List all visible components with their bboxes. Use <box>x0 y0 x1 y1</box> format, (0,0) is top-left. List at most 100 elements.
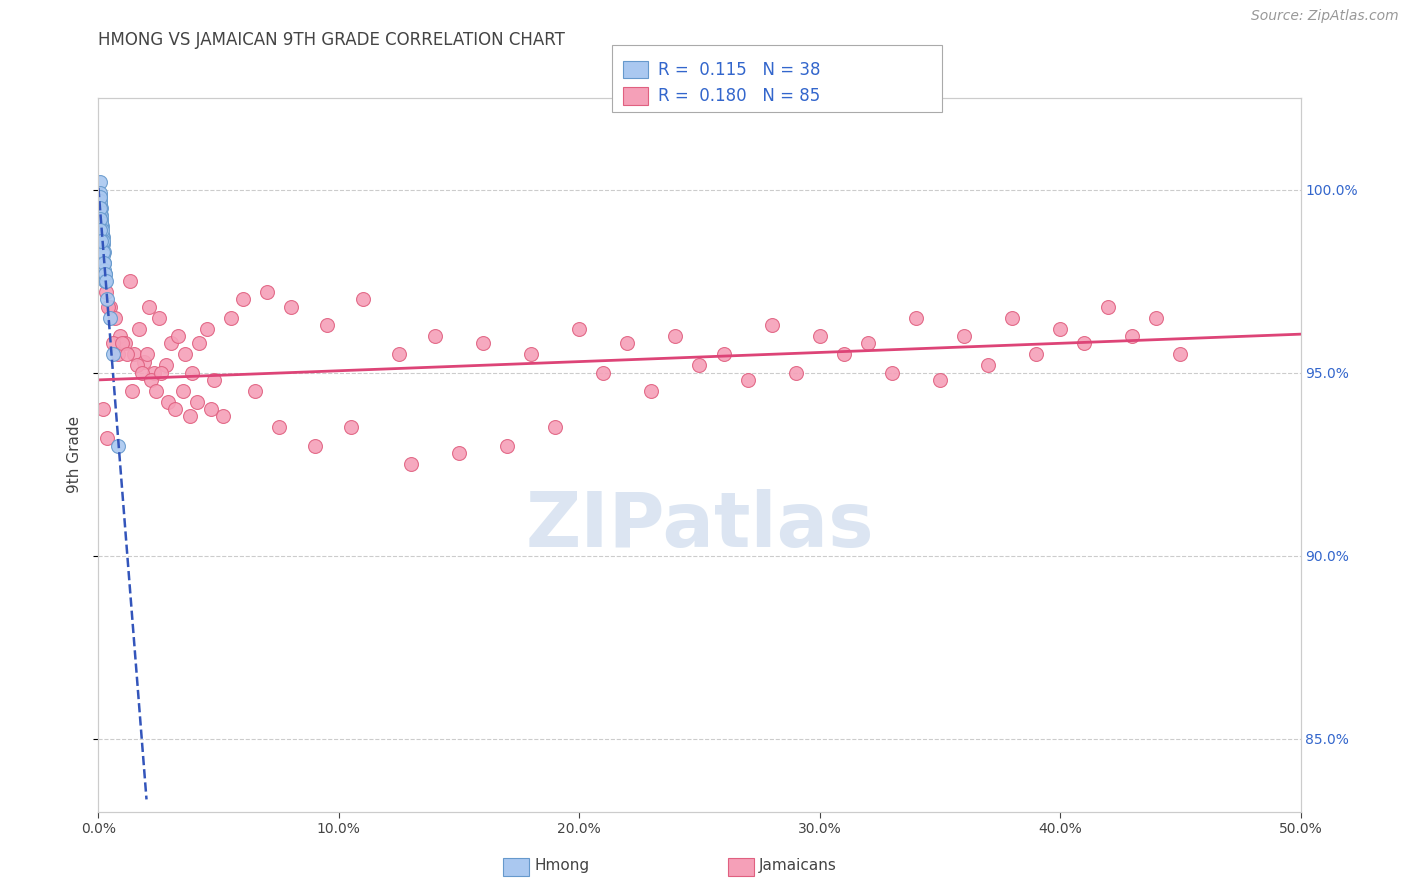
Point <box>1025 347 1047 361</box>
Point <box>977 358 1000 372</box>
Point <box>1073 336 1095 351</box>
Point <box>340 420 363 434</box>
Point <box>267 420 290 434</box>
Point <box>91 234 114 248</box>
Point <box>91 237 114 252</box>
Point <box>149 366 172 380</box>
Point <box>90 227 112 241</box>
Point <box>148 310 170 325</box>
Point <box>202 373 225 387</box>
Text: ZIPatlas: ZIPatlas <box>526 490 873 563</box>
Point <box>155 358 177 372</box>
Point <box>89 175 111 189</box>
Point <box>121 384 143 398</box>
Point <box>91 244 114 259</box>
Point <box>94 274 117 288</box>
Text: HMONG VS JAMAICAN 9TH GRADE CORRELATION CHART: HMONG VS JAMAICAN 9TH GRADE CORRELATION … <box>98 31 565 49</box>
Point <box>953 329 976 343</box>
Point <box>472 336 495 351</box>
Point <box>304 439 326 453</box>
Point <box>145 384 167 398</box>
Point <box>1170 347 1192 361</box>
Point <box>101 336 124 351</box>
Point <box>89 204 111 219</box>
Point <box>256 285 278 299</box>
Point <box>138 300 160 314</box>
Point <box>97 300 120 314</box>
Point <box>447 446 470 460</box>
Point <box>111 336 134 351</box>
Point <box>1121 329 1143 343</box>
Point <box>94 267 117 281</box>
Point <box>785 366 807 380</box>
Point <box>100 310 122 325</box>
Point <box>172 384 194 398</box>
Point <box>93 256 115 270</box>
Point <box>592 366 614 380</box>
Point <box>423 329 446 343</box>
Point <box>166 329 188 343</box>
Point <box>195 321 218 335</box>
Point <box>90 215 112 229</box>
Point <box>90 215 112 229</box>
Point <box>100 300 122 314</box>
Point <box>520 347 543 361</box>
Point <box>1049 321 1071 335</box>
Point <box>761 318 783 332</box>
Point <box>93 244 115 259</box>
Point <box>135 347 157 361</box>
Point <box>142 366 165 380</box>
Point <box>89 201 111 215</box>
Point <box>91 237 114 252</box>
Text: Jamaicans: Jamaicans <box>759 858 837 872</box>
Point <box>94 285 117 299</box>
Point <box>1144 310 1167 325</box>
Text: R =  0.115   N = 38: R = 0.115 N = 38 <box>658 61 821 78</box>
Point <box>280 300 302 314</box>
Point <box>89 223 111 237</box>
Y-axis label: 9th Grade: 9th Grade <box>66 417 82 493</box>
Point <box>165 402 187 417</box>
Point <box>128 321 150 335</box>
Point <box>132 354 155 368</box>
Point <box>496 439 519 453</box>
Point <box>94 274 117 288</box>
Point <box>89 211 111 226</box>
Point <box>352 293 374 307</box>
Point <box>117 347 139 361</box>
Point <box>212 409 235 424</box>
Point <box>93 256 115 270</box>
Point <box>616 336 638 351</box>
Point <box>186 395 208 409</box>
Point <box>91 248 114 262</box>
Point <box>928 373 950 387</box>
Point <box>880 366 903 380</box>
Point <box>856 336 879 351</box>
Point <box>1001 310 1024 325</box>
Point <box>96 432 118 446</box>
Point <box>157 395 180 409</box>
Text: Source: ZipAtlas.com: Source: ZipAtlas.com <box>1251 9 1399 23</box>
Point <box>96 293 118 307</box>
Point <box>90 223 112 237</box>
Point <box>640 384 662 398</box>
Point <box>664 329 686 343</box>
Point <box>200 402 222 417</box>
Point <box>114 336 136 351</box>
Point <box>1097 300 1119 314</box>
Point <box>904 310 927 325</box>
Point <box>399 457 422 471</box>
Point <box>808 329 831 343</box>
Point <box>689 358 711 372</box>
Point <box>232 293 254 307</box>
Point <box>181 366 204 380</box>
Point <box>90 208 112 222</box>
Point <box>90 201 112 215</box>
Point <box>93 263 115 277</box>
Point <box>315 318 337 332</box>
Point <box>89 186 111 201</box>
Point <box>832 347 855 361</box>
Point <box>131 366 153 380</box>
Point <box>219 310 242 325</box>
Point <box>568 321 591 335</box>
